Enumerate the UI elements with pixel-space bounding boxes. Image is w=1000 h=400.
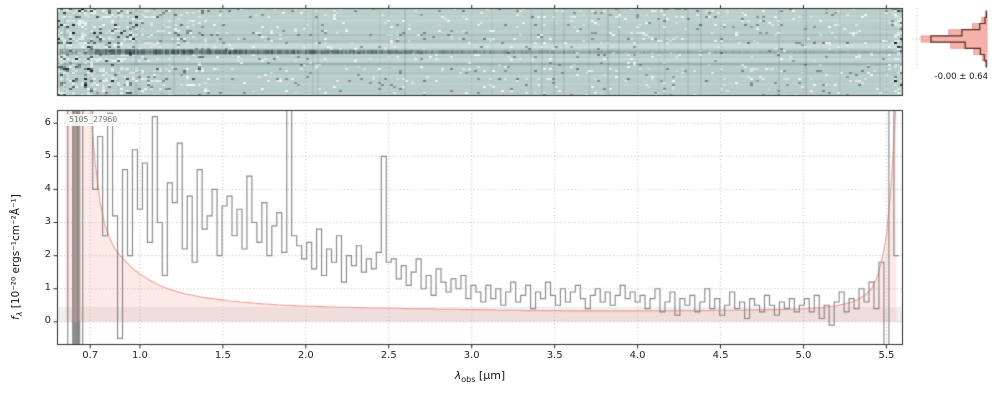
x-tick-label: 2.5 xyxy=(380,350,397,361)
y-tick-label: 0 xyxy=(44,315,51,327)
y-axis-label: fλ [10⁻²⁰ ergs⁻¹cm⁻²Å⁻¹] xyxy=(10,194,24,320)
y-tick-label: 3 xyxy=(44,216,51,228)
x-tick-label: 0.7 xyxy=(82,350,99,361)
x-tick-label: 1.5 xyxy=(214,350,231,361)
y-tick-label: 6 xyxy=(44,116,51,128)
y-axis-units: [10⁻²⁰ ergs⁻¹cm⁻²Å⁻¹] xyxy=(10,194,22,312)
x-tick-label: 3.0 xyxy=(463,350,480,361)
x-tick-label: 3.5 xyxy=(546,350,563,361)
x-axis-symbol: λ xyxy=(454,369,462,382)
histogram-stat-label: -0.00 ± 0.64 xyxy=(934,72,988,82)
x-tick-label: 1.0 xyxy=(131,350,148,361)
y-tick-label: 4 xyxy=(44,182,51,194)
x-axis-label: λobs [μm] xyxy=(57,369,903,384)
y-axis-subscript: λ xyxy=(15,311,25,317)
y-tick-label: 1 xyxy=(44,282,51,294)
y-tick-label: 5 xyxy=(44,149,51,161)
x-tick-label: 4.0 xyxy=(629,350,646,361)
y-axis-symbol: f xyxy=(10,316,22,320)
x-axis-subscript: obs xyxy=(461,375,476,385)
x-tick-label: 5.5 xyxy=(878,350,895,361)
x-tick-label: 2.0 xyxy=(297,350,314,361)
y-tick-label: 2 xyxy=(44,249,51,261)
x-tick-label: 4.5 xyxy=(712,350,729,361)
x-axis-units: [μm] xyxy=(475,369,506,382)
x-tick-label: 5.0 xyxy=(795,350,812,361)
source-id-label: 5105_27960 xyxy=(66,114,121,126)
